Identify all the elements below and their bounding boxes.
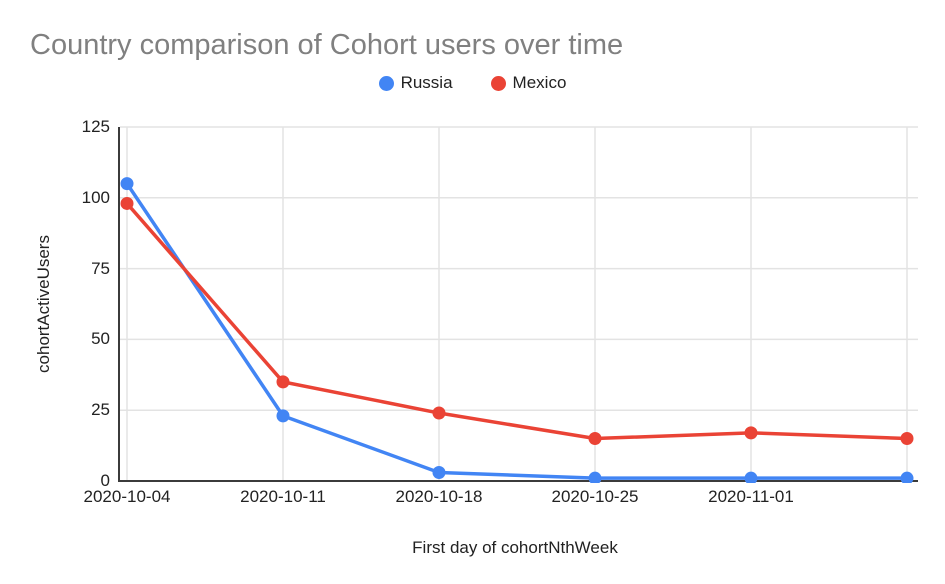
data-point-mexico[interactable] <box>276 375 290 389</box>
data-point-russia[interactable] <box>120 177 134 191</box>
data-point-russia[interactable] <box>744 471 758 485</box>
legend-label-mexico: Mexico <box>512 73 567 92</box>
y-tick-label: 100 <box>81 187 110 207</box>
data-point-mexico[interactable] <box>588 432 602 446</box>
x-tick-label: 2020-10-18 <box>395 487 483 506</box>
y-tick-label: 50 <box>91 329 110 349</box>
data-point-russia[interactable] <box>588 471 602 485</box>
data-point-russia[interactable] <box>432 466 446 480</box>
series-line-russia <box>125 181 909 480</box>
data-point-mexico[interactable] <box>120 196 134 210</box>
x-tick-label: 2020-10-11 <box>240 487 326 506</box>
legend: Russia Mexico <box>0 73 945 93</box>
x-tick-label: 2020-10-25 <box>551 487 639 506</box>
data-point-mexico[interactable] <box>900 432 914 446</box>
mexico-series-marker-icon <box>490 75 506 91</box>
chart-title: Country comparison of Cohort users over … <box>30 29 624 61</box>
russia-series-marker-icon <box>378 75 394 91</box>
y-tick-label: 125 <box>81 117 110 136</box>
data-point-russia[interactable] <box>900 471 914 485</box>
legend-item-mexico[interactable]: Mexico <box>490 73 567 93</box>
data-point-mexico[interactable] <box>432 406 446 420</box>
x-tick-label: 2020-10-04 <box>83 487 171 506</box>
legend-item-russia[interactable]: Russia <box>378 73 453 93</box>
y-tick-label: 0 <box>100 471 110 490</box>
x-tick-label: 2020-11-01 <box>708 487 794 506</box>
y-tick-label: 75 <box>91 258 110 278</box>
series-line-mexico <box>125 201 909 441</box>
data-point-russia[interactable] <box>276 409 290 423</box>
y-tick-label: 25 <box>91 400 110 420</box>
data-point-mexico[interactable] <box>744 426 758 440</box>
legend-label-russia: Russia <box>400 73 453 92</box>
x-axis-title: First day of cohortNthWeek <box>412 538 618 557</box>
